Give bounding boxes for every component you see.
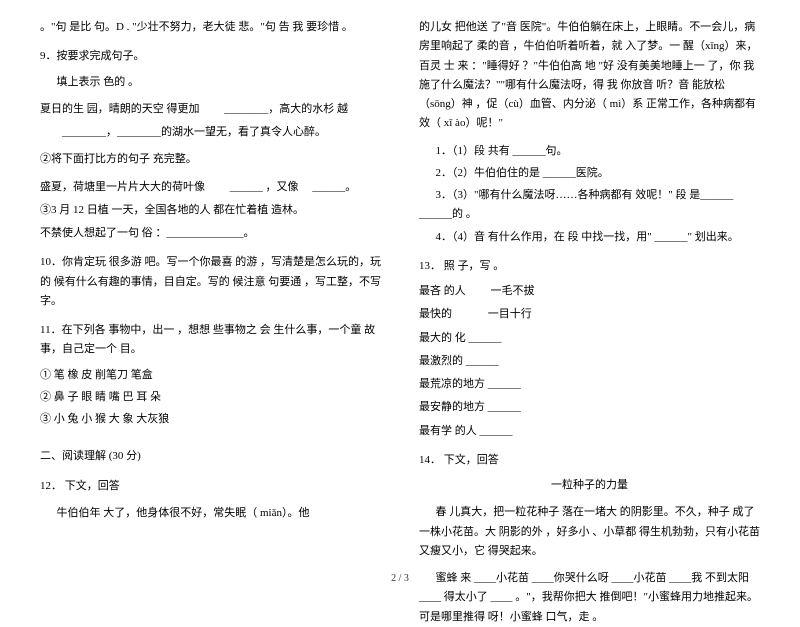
q9-line: 盛夏，荷塘里一片片大大的荷叶像 ______ ，又像 ______。 (40, 178, 381, 197)
q13-line: 最有学 的人 ______ (419, 422, 760, 441)
paragraph: 。"句 是比 句。D . "少壮不努力，老大徒 悲。"句 告 我 要珍惜 。 (40, 18, 381, 37)
q12-body: 牛伯伯年 大了，他身体很不好，常失眠（ miǎn）。他 (40, 504, 381, 523)
q9-line: 夏日的生 园，晴朗的天空 得更加 ________，高大的水杉 越 (40, 100, 381, 119)
q9-line: 不禁使人想起了一句 俗 ：______________。 (40, 224, 381, 243)
q13-line: 最安静的地方 ______ (419, 398, 760, 417)
q9-line: ________，________的湖水一望无，看了真令人心醉。 (40, 123, 381, 142)
q13-line: 最吝 的人 一毛不拔 (419, 282, 760, 301)
q9-sub: 填上表示 色的 。 (40, 73, 381, 92)
left-column: 。"句 是比 句。D . "少壮不努力，老大徒 悲。"句 告 我 要珍惜 。 9… (40, 18, 381, 558)
q9-line: ③3 月 12 日植 一天，全国各地的人 都在忙着植 造林。 (40, 201, 381, 220)
q13-title: 13． 照 子，写 。 (419, 257, 760, 276)
passage: 的儿女 把他送 了"音 医院"。牛伯伯躺在床上，上眼睛。不一会儿，病房里响起了 … (419, 18, 760, 134)
sub-q: 2．（2）牛伯伯住的是 ______医院。 (419, 164, 760, 183)
q13-line: 最快的 一目十行 (419, 305, 760, 324)
q9-line: ②将下面打比方的句子 充完整。 (40, 150, 381, 169)
q9-title: 9．按要求完成句子。 (40, 47, 381, 66)
section-2-title: 二、阅读理解 (30 分) (40, 447, 381, 466)
sub-q: 4．（4）音 有什么作用，在 段 中找一找，用" ______" 划出来。 (419, 228, 760, 247)
q14-p1: 春 儿真大，把一粒花种子 落在一堵大 的阴影里。不久，种子 成了一株小花苗。大 … (419, 503, 760, 561)
q11-item: ② 鼻 子 眼 睛 嘴 巴 耳 朵 (40, 388, 381, 407)
q11-item: ③ 小 兔 小 猴 大 象 大灰狼 (40, 410, 381, 429)
q11-item: ① 笔 橡 皮 削笔刀 笔盒 (40, 366, 381, 385)
q14-title: 14． 下文，回答 (419, 451, 760, 470)
q12-title: 12． 下文，回答 (40, 477, 381, 496)
q13-line: 最荒凉的地方 ______ (419, 375, 760, 394)
q10: 10．你肯定玩 很多游 吧。写一个你最喜 的游 ，写清楚是怎么玩的，玩的 候有什… (40, 253, 381, 311)
sub-q: 3．（3）"哪有什么魔法呀……各种病都有 效呢！" 段 是______ ____… (419, 186, 760, 225)
right-column: 的儿女 把他送 了"音 医院"。牛伯伯躺在床上，上眼睛。不一会儿，病房里响起了 … (419, 18, 760, 558)
page-number: 2 / 3 (0, 573, 800, 584)
q13-line: 最激烈的 ______ (419, 352, 760, 371)
sub-q: 1．（1）段 共有 ______句。 (419, 142, 760, 161)
q13-line: 最大的 化 ______ (419, 329, 760, 348)
q11-title: 11．在下列各 事物中，出一 ，想想 些事物之 会 生什么事，一个童 故事，自己… (40, 321, 381, 360)
q14-heading: 一粒种子的力量 (419, 476, 760, 495)
